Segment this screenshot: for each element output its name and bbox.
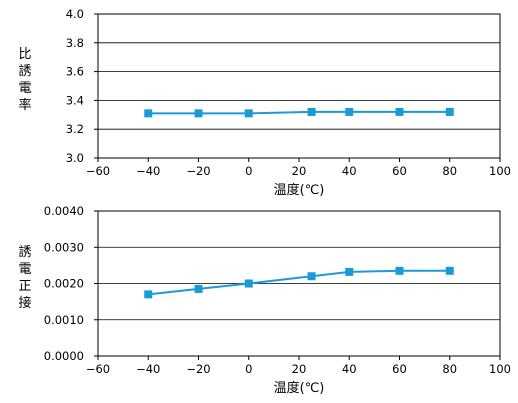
y-tick-label: 0.0010 xyxy=(44,313,84,327)
data-point xyxy=(144,290,153,299)
series-line xyxy=(148,110,450,115)
x-tick-label: 0 xyxy=(245,362,252,376)
x-tick-label: 80 xyxy=(442,362,457,376)
x-tick-label: −20 xyxy=(186,164,210,178)
y-axis-label: 誘電正接 xyxy=(18,245,31,311)
x-tick-label: −20 xyxy=(186,362,210,376)
data-point xyxy=(445,266,454,275)
y-tick-label: 4.0 xyxy=(66,7,84,21)
x-tick-label: 60 xyxy=(392,362,407,376)
x-tick-label: 40 xyxy=(342,164,357,178)
x-tick-label: 20 xyxy=(292,164,307,178)
x-tick-label: 60 xyxy=(392,164,407,178)
data-point xyxy=(307,272,316,281)
y-tick-label: 0.0000 xyxy=(44,349,84,363)
y-tick-label: 3.8 xyxy=(66,36,84,50)
data-point xyxy=(345,267,354,276)
data-point xyxy=(244,109,253,118)
y-tick-label: 0.0020 xyxy=(44,277,84,291)
x-tick-label: 100 xyxy=(489,362,511,376)
y-tick-label: 3.2 xyxy=(66,122,84,136)
chart-panel-2: 0.0000 0.0010 0.0020 0.0030 0.0040 −60 −40 −20 0… xyxy=(18,204,510,396)
x-tick-label: 80 xyxy=(442,164,457,178)
x-tick-label: 100 xyxy=(489,164,511,178)
x-tick-label: −60 xyxy=(86,164,110,178)
data-point xyxy=(244,279,253,288)
y-tick-label: 3.0 xyxy=(66,151,84,165)
x-axis-label: 温度(℃) xyxy=(274,380,325,396)
data-point xyxy=(194,284,203,293)
data-point xyxy=(307,107,316,116)
series-line xyxy=(148,269,450,296)
y-tick-label: 0.0030 xyxy=(44,240,84,254)
y-tick-label: 3.6 xyxy=(66,65,84,79)
y-tick-label: 3.4 xyxy=(66,93,84,107)
data-point xyxy=(144,109,153,118)
data-point xyxy=(194,109,203,118)
data-point xyxy=(395,266,404,275)
x-tick-label: −40 xyxy=(136,362,160,376)
chart-panel-1: 3.0 3.2 3.4 3.6 3.8 4.0 −60 −40 −20 0 20 40 60 80 100 温… xyxy=(18,7,510,198)
data-point xyxy=(445,107,454,116)
y-tick-label: 0.0040 xyxy=(44,204,84,218)
data-point xyxy=(345,107,354,116)
x-axis-label: 温度(℃) xyxy=(274,182,325,198)
y-axis-label: 比誘電率 xyxy=(18,47,31,113)
x-tick-label: 40 xyxy=(342,362,357,376)
x-tick-label: 0 xyxy=(245,164,252,178)
x-tick-label: −40 xyxy=(136,164,160,178)
data-point xyxy=(395,107,404,116)
x-tick-label: −60 xyxy=(86,362,110,376)
plot-frame xyxy=(97,13,501,159)
x-tick-label: 20 xyxy=(292,362,307,376)
